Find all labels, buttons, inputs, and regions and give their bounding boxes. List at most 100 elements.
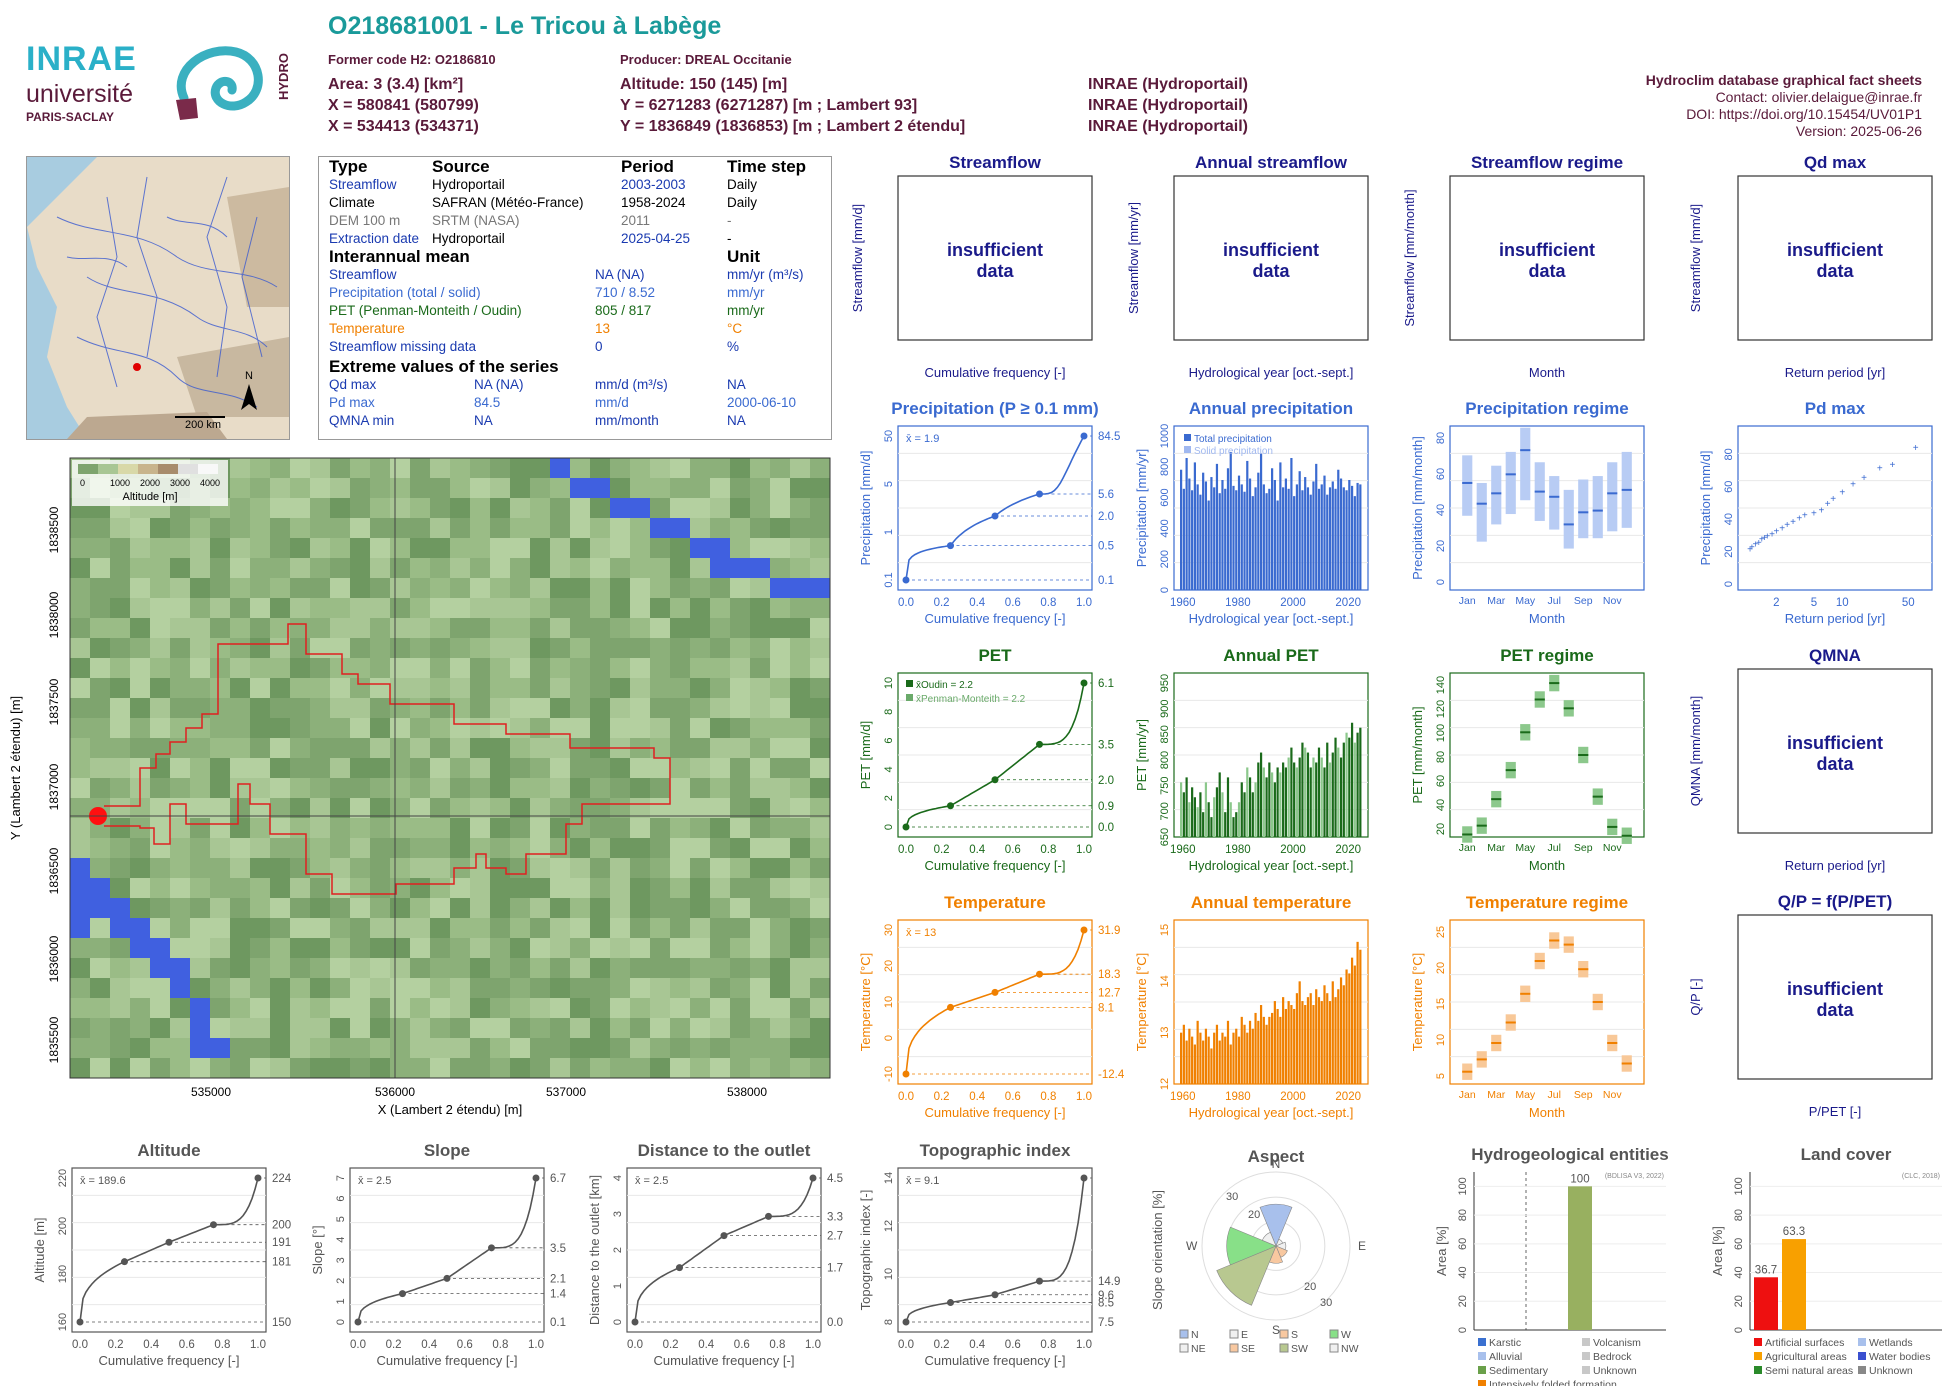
raster-cell: [710, 518, 731, 539]
legend-swatch: [1754, 1366, 1762, 1374]
y-tick: 950: [1159, 674, 1171, 692]
raster-cell: [650, 798, 671, 819]
x-tick: 1980: [1225, 1091, 1251, 1103]
raster-cell: [310, 738, 331, 759]
raster-cell: [590, 638, 611, 659]
y-axis-label: Precipitation [mm/month]: [1410, 436, 1425, 580]
river-cell: [110, 898, 130, 918]
raster-cell: [530, 678, 551, 699]
raster-cell: [270, 498, 291, 519]
bar: [1279, 772, 1282, 837]
raster-cell: [270, 1038, 291, 1059]
raster-cell: [790, 758, 811, 779]
y-tick: 40: [1733, 1266, 1745, 1278]
raster-cell: [630, 658, 651, 679]
logo-universite: université: [26, 80, 133, 108]
panel-title-annual_streamflow: Annual streamflow: [1195, 153, 1348, 172]
raster-cell: [110, 878, 131, 899]
y-axis-label: Slope [°]: [310, 1225, 325, 1274]
raster-cell: [150, 898, 171, 919]
raster-cell: [470, 818, 491, 839]
raster-cell: [450, 658, 471, 679]
x-axis-label: Hydrological year [oct.-sept.]: [1189, 365, 1354, 380]
raster-cell: [90, 718, 111, 739]
bar: [1317, 747, 1321, 837]
x-tick: 1.0: [1076, 1339, 1092, 1351]
raster-cell: [670, 938, 691, 959]
quantile-point: [399, 1290, 406, 1298]
river-cell: [190, 1038, 210, 1058]
panel-title: Aspect: [1248, 1147, 1305, 1166]
scale-label: 200 km: [185, 419, 222, 431]
raster-cell: [810, 918, 831, 939]
bar: [1304, 1005, 1307, 1084]
extreme-value: 84.5: [474, 395, 501, 410]
bar: [1306, 997, 1310, 1084]
raster-cell: [770, 758, 791, 779]
raster-cell: [430, 1018, 451, 1039]
bar: [1243, 491, 1246, 590]
catchment-boundary: [104, 623, 671, 895]
raster-cell: [290, 958, 311, 979]
y-tick: 12: [1159, 1078, 1171, 1090]
scatter-point: +: [1802, 510, 1808, 521]
quantile-point: [991, 512, 999, 520]
raster-cell: [550, 638, 571, 659]
quantile-point: [902, 1318, 910, 1326]
raster-cell: [750, 638, 771, 659]
raster-cell: [770, 878, 791, 899]
raster-cell: [770, 1038, 791, 1059]
panel-title-streamflow_regime: Streamflow regime: [1471, 153, 1623, 172]
raster-cell: [590, 1018, 611, 1039]
raster-cell: [210, 1018, 231, 1039]
raster-cell: [350, 458, 371, 479]
raster-cell: [230, 1058, 251, 1079]
quantile-point: [991, 1291, 999, 1299]
raster-cell: [610, 558, 631, 579]
raster-cell: [470, 978, 491, 999]
raster-cell: [710, 898, 731, 919]
scatter-point: +: [1890, 460, 1896, 471]
raster-cell: [130, 658, 151, 679]
source-2: INRAE (Hydroportail): [1088, 97, 1248, 114]
raster-cell: [790, 918, 811, 939]
raster-cell: [250, 598, 271, 619]
raster-cell: [530, 898, 551, 919]
scatter-point: +: [1830, 494, 1836, 505]
raster-cell: [110, 978, 131, 999]
x-tick: 1.0: [1076, 1091, 1092, 1103]
raster-cell: [370, 478, 391, 499]
raster-cell: [290, 1058, 311, 1079]
bar: [1218, 493, 1221, 590]
raster-cell: [590, 618, 611, 639]
y-axis-label: Streamflow [mm/d]: [850, 204, 865, 312]
raster-cell: [130, 678, 151, 699]
river-cell: [590, 478, 610, 498]
raster-cell: [250, 558, 271, 579]
raster-cell: [790, 538, 811, 559]
y-axis-label: Temperature [°C]: [858, 953, 873, 1051]
raster-cell: [710, 818, 731, 839]
raster-cell: [150, 578, 171, 599]
raster-cell: [170, 998, 191, 1019]
raster-cell: [610, 698, 631, 719]
legend-label: S: [1291, 1329, 1298, 1341]
quantile-point: [631, 1318, 639, 1326]
y-axis-label: Topographic index [-]: [858, 1190, 873, 1311]
raster-cell: [90, 918, 111, 939]
raster-cell: [550, 978, 571, 999]
raster-cell: [190, 818, 211, 839]
y-tick: 80: [1435, 432, 1447, 444]
raster-cell: [590, 578, 611, 599]
raster-cell: [430, 818, 451, 839]
former-code: Former code H2: O2186810: [328, 52, 496, 67]
raster-cell: [130, 998, 151, 1019]
raster-cell: [770, 518, 791, 539]
raster-cell: [730, 778, 751, 799]
bar: [1353, 496, 1356, 590]
area: Area: 3 (3.4) [km²]: [328, 76, 464, 93]
river-cell: [730, 558, 750, 578]
raster-cell: [530, 1018, 551, 1039]
table-cell-source: SAFRAN (Météo-France): [432, 195, 584, 210]
y-tick: 0: [883, 824, 895, 830]
